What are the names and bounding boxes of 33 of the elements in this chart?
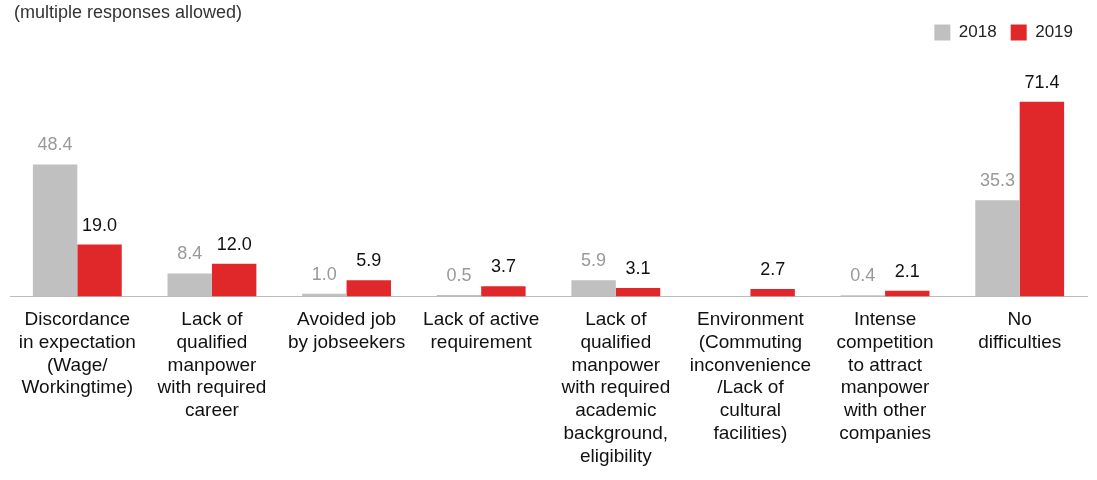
x-tick-label: Environment (Commuting inconvenience /Lack of cultural facilities) xyxy=(689,308,812,444)
legend-label: 2019 xyxy=(1035,22,1074,42)
data-label: 2.1 xyxy=(894,260,920,281)
bar xyxy=(750,289,795,297)
x-tick-label: Lack of qualified manpower with required career xyxy=(156,308,267,421)
data-label: 3.7 xyxy=(490,256,516,277)
legend-label: 2018 xyxy=(958,22,997,42)
x-tick-label: Lack of qualified manpower with required academic background, eligibility xyxy=(560,308,671,466)
bar xyxy=(211,263,257,297)
bar xyxy=(615,287,661,297)
data-label: 19.0 xyxy=(82,214,118,235)
bar xyxy=(1019,101,1065,297)
data-label: 48.4 xyxy=(37,134,73,155)
x-tick-label: Intense competition to attract manpower with other companies xyxy=(836,308,934,444)
x-tick-label: Avoided job by jobseekers xyxy=(287,308,406,352)
data-label: 12.0 xyxy=(216,233,252,254)
x-tick-label: No difficulties xyxy=(978,308,1062,352)
x-tick-label: Lack of active requirement xyxy=(423,308,540,352)
data-label: 35.3 xyxy=(979,170,1015,191)
data-label: 1.0 xyxy=(311,263,337,284)
data-label: 2.7 xyxy=(760,259,786,280)
x-tick-label: Discordance in expectation (Wage/ Workingtime) xyxy=(18,308,136,398)
chart-subtitle: (multiple responses allowed) xyxy=(14,2,243,23)
data-label: 3.1 xyxy=(625,257,651,278)
data-label: 5.9 xyxy=(356,250,382,271)
bar xyxy=(346,280,391,297)
data-label: 71.4 xyxy=(1024,71,1060,92)
data-label: 0.5 xyxy=(446,265,472,286)
bar xyxy=(77,244,122,297)
data-label: 8.4 xyxy=(177,243,203,264)
bar xyxy=(481,286,526,297)
data-label: 5.9 xyxy=(581,250,607,271)
data-label: 0.4 xyxy=(850,265,876,286)
